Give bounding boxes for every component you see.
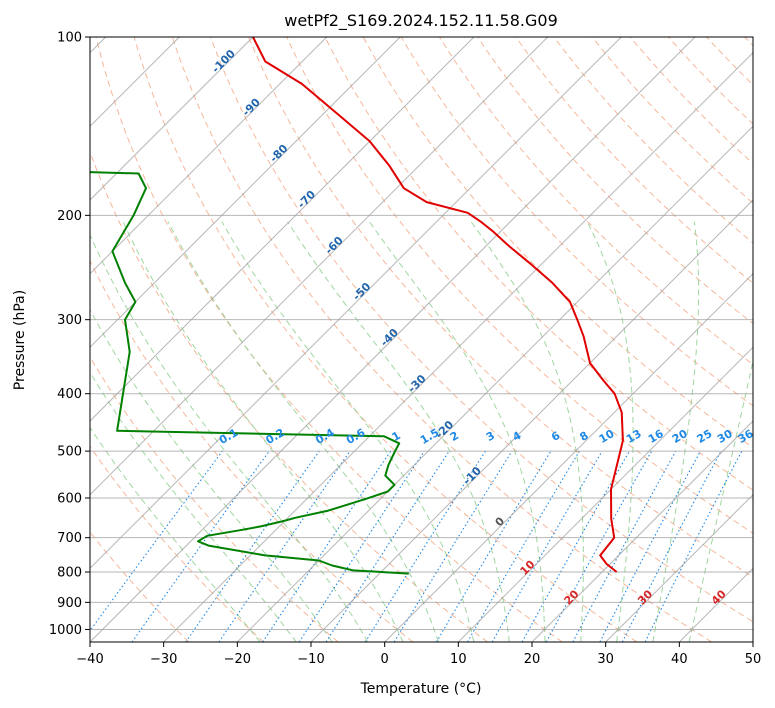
- dry-adiabat: [438, 37, 753, 366]
- x-tick-label: 40: [671, 652, 688, 667]
- mixing-ratio-line: [545, 450, 653, 642]
- y-tick-label: 1000: [49, 623, 82, 638]
- moist-adiabat: [688, 358, 753, 642]
- dry-adiabat: [90, 445, 264, 642]
- y-tick-label: 400: [57, 387, 82, 402]
- series-layer: [90, 37, 624, 575]
- mixing-ratio-line: [521, 450, 630, 642]
- y-axis-title: Pressure (hPa): [12, 290, 28, 390]
- isotherm-line: [90, 37, 549, 496]
- isotherm-line: [90, 37, 328, 275]
- isotherm-line: [90, 37, 622, 570]
- mixing-ratio-line: [572, 450, 677, 642]
- moist-adiabat: [652, 221, 700, 642]
- isotherm-line: [90, 37, 254, 201]
- moist-adiabat: [122, 221, 404, 642]
- mixing-ratio-line: [185, 450, 320, 642]
- dry-adiabat: [591, 37, 753, 204]
- moist-adiabat: [586, 221, 634, 642]
- isotherm-line: [90, 37, 696, 642]
- dewpoint-profile-line: [90, 171, 409, 575]
- y-tick-label: 600: [57, 492, 82, 507]
- y-tick-label: 200: [57, 209, 82, 224]
- x-tick-label: −10: [297, 652, 324, 667]
- y-tick-label: 500: [57, 445, 82, 460]
- y-tick-label: 700: [57, 531, 82, 546]
- x-tick-label: −20: [224, 652, 251, 667]
- isotherm-line: [236, 125, 753, 642]
- temperature-profile-line: [252, 37, 624, 573]
- isotherm-line: [384, 272, 753, 642]
- isotherm-line: [457, 346, 753, 642]
- x-tick-label: −30: [150, 652, 177, 667]
- dry-adiabat: [95, 37, 563, 642]
- moist-adiabat: [90, 308, 333, 642]
- x-tick-label: −40: [76, 652, 103, 667]
- moist-adiabat: [470, 221, 584, 642]
- plot-frame: [89, 36, 754, 643]
- x-tick-label: 20: [524, 652, 541, 667]
- x-axis-title: Temperature (°C): [360, 681, 482, 697]
- y-tick-label: 100: [57, 31, 82, 46]
- moist-adiabat: [90, 426, 261, 642]
- isotherm-line: [531, 420, 753, 642]
- x-tick-label: 10: [450, 652, 467, 667]
- moist-adiabat: [90, 233, 369, 642]
- dry-adiabat: [553, 37, 753, 244]
- dry-adiabat: [477, 37, 753, 325]
- mixing-ratio-line: [298, 450, 425, 642]
- dry-adiabat: [90, 150, 488, 642]
- mixing-ratio-line: [262, 450, 392, 642]
- isotherm-line: [605, 493, 753, 642]
- mixing-ratio-line: [218, 450, 351, 642]
- mixing-ratio-line: [90, 450, 223, 632]
- x-tick-label: 50: [745, 652, 762, 667]
- dry-adiabat: [133, 37, 638, 642]
- isotherm-line: [90, 37, 401, 349]
- mixing-ratio-line: [131, 450, 270, 642]
- y-tick-label: 900: [57, 596, 82, 611]
- x-tick-label: 0: [381, 652, 389, 667]
- dry-adiabat: [629, 37, 753, 165]
- mixing-ratio-line: [393, 450, 513, 642]
- dry-adiabat: [362, 37, 753, 449]
- isotherm-line: [90, 37, 475, 422]
- mixing-ratio-line: [644, 450, 743, 642]
- dry-adiabat: [90, 259, 414, 642]
- dry-adiabat: [400, 37, 753, 407]
- isotherm-line: [163, 51, 753, 642]
- chart-title: wetPf2_S169.2024.152.11.58.G09: [284, 11, 558, 31]
- moist-adiabat: [368, 221, 546, 642]
- moist-adiabat: [221, 221, 475, 642]
- grid-layer: [90, 37, 753, 642]
- mixing-ratio-line: [325, 450, 450, 642]
- moist-adiabat: [90, 371, 297, 642]
- moist-adiabat: [287, 221, 510, 642]
- dry-adiabat: [248, 37, 753, 578]
- dry-adiabat: [171, 37, 712, 642]
- x-tick-label: 30: [597, 652, 614, 667]
- y-tick-label: 300: [57, 313, 82, 328]
- dry-adiabat: [286, 37, 753, 534]
- isotherm-line: [310, 199, 753, 642]
- y-tick-label: 800: [57, 566, 82, 581]
